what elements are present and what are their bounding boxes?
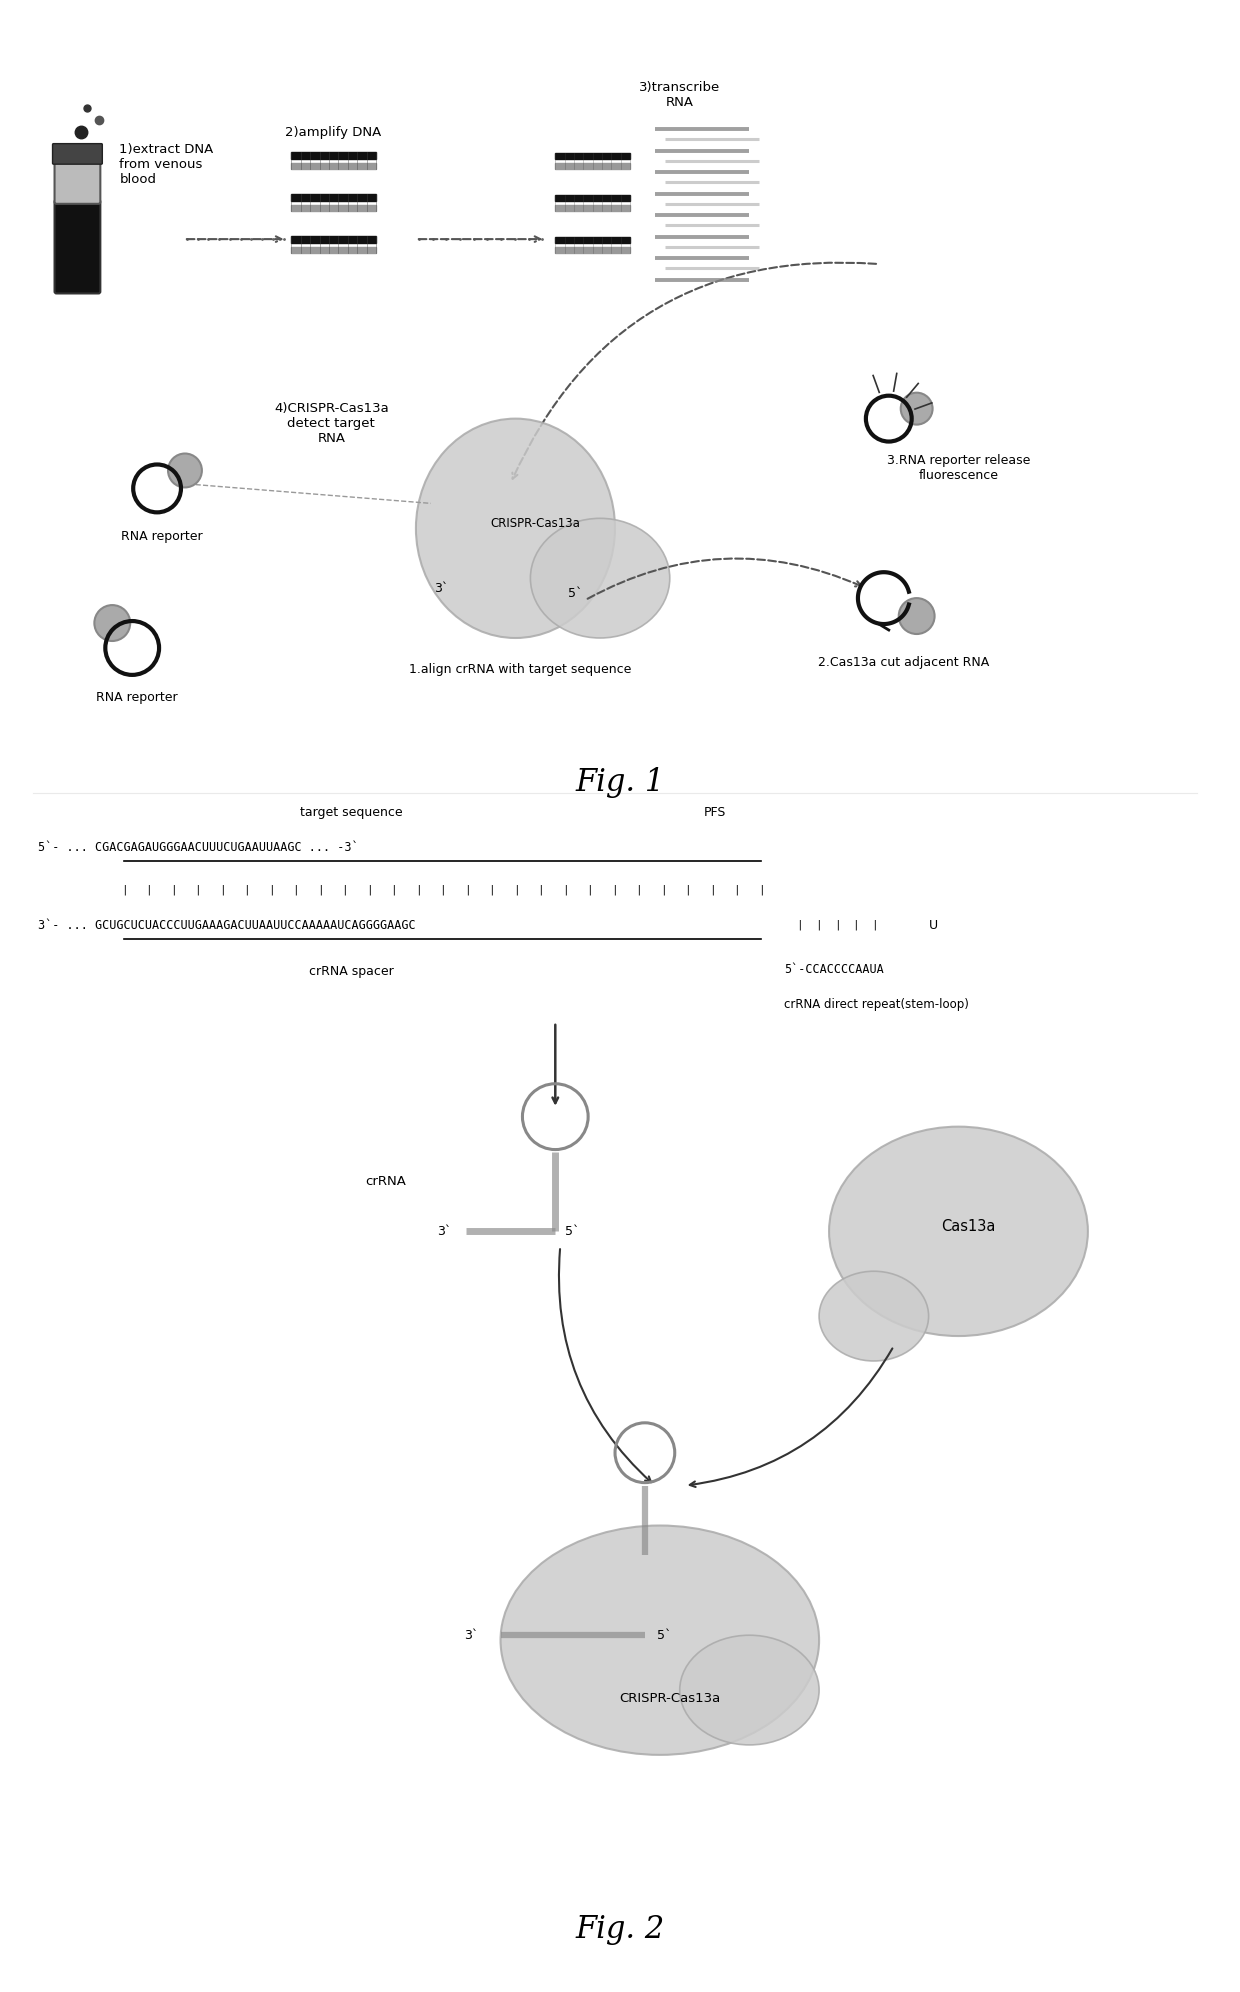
- Text: 3`- ... GCUGCUCUACCCUUGAAAGACUUAAUUCCAAAAAUCAGGGGAAGC: 3`- ... GCUGCUCUACCCUUGAAAGACUUAAUUCCAAA…: [37, 918, 415, 932]
- Text: |: |: [170, 884, 176, 894]
- Text: RNA reporter: RNA reporter: [97, 691, 179, 703]
- Text: target sequence: target sequence: [300, 807, 403, 819]
- Text: |: |: [684, 884, 691, 894]
- FancyBboxPatch shape: [556, 237, 630, 243]
- Circle shape: [94, 606, 130, 641]
- Text: 5`: 5`: [657, 1629, 671, 1641]
- Text: |: |: [660, 884, 667, 894]
- Text: |: |: [872, 920, 878, 930]
- FancyBboxPatch shape: [291, 205, 376, 211]
- Text: |: |: [513, 884, 520, 894]
- Ellipse shape: [501, 1526, 820, 1755]
- Text: |: |: [815, 920, 821, 930]
- FancyBboxPatch shape: [291, 163, 376, 169]
- Text: |: |: [145, 884, 153, 894]
- FancyBboxPatch shape: [556, 153, 630, 159]
- Text: |: |: [796, 920, 802, 930]
- Text: 3`: 3`: [465, 1629, 479, 1641]
- Text: RNA reporter: RNA reporter: [122, 530, 203, 544]
- Text: 3)transcribe
RNA: 3)transcribe RNA: [639, 82, 720, 110]
- FancyBboxPatch shape: [291, 151, 376, 159]
- Ellipse shape: [680, 1635, 820, 1745]
- Text: |: |: [464, 884, 471, 894]
- Text: 5`- ... CGACGAGAUGGGAACUUUCUGAAUUAAGC ... -3`: 5`- ... CGACGAGAUGGGAACUUUCUGAAUUAAGC ..…: [37, 841, 358, 855]
- Text: |: |: [758, 884, 765, 894]
- Text: 1.align crRNA with target sequence: 1.align crRNA with target sequence: [409, 663, 631, 675]
- Text: 2.Cas13a cut adjacent RNA: 2.Cas13a cut adjacent RNA: [818, 655, 990, 669]
- Text: |: |: [243, 884, 250, 894]
- Text: Fig. 1: Fig. 1: [575, 767, 665, 799]
- Text: |: |: [537, 884, 544, 894]
- Text: |: |: [734, 884, 740, 894]
- Text: |: |: [317, 884, 324, 894]
- Text: 4)CRISPR-Cas13a
detect target
RNA: 4)CRISPR-Cas13a detect target RNA: [274, 402, 388, 444]
- Text: CRISPR-Cas13a: CRISPR-Cas13a: [491, 516, 580, 530]
- Text: U: U: [929, 918, 939, 932]
- FancyBboxPatch shape: [52, 143, 103, 163]
- Ellipse shape: [820, 1271, 929, 1361]
- Text: |: |: [587, 884, 593, 894]
- Text: 5`-CCACCCCAAUA: 5`-CCACCCCAAUA: [784, 962, 884, 976]
- Circle shape: [899, 598, 935, 633]
- Text: PFS: PFS: [703, 807, 725, 819]
- Text: |: |: [293, 884, 299, 894]
- Text: 3.RNA reporter release
fluorescence: 3.RNA reporter release fluorescence: [887, 454, 1030, 482]
- Text: |: |: [489, 884, 495, 894]
- Text: |: |: [635, 884, 642, 894]
- FancyBboxPatch shape: [291, 195, 376, 201]
- Text: |: |: [439, 884, 446, 894]
- Text: |: |: [709, 884, 715, 894]
- Text: |: |: [219, 884, 226, 894]
- Text: crRNA: crRNA: [365, 1175, 405, 1187]
- Text: |: |: [391, 884, 397, 894]
- FancyBboxPatch shape: [556, 163, 630, 169]
- Text: |: |: [366, 884, 373, 894]
- Text: |: |: [611, 884, 618, 894]
- Text: 5`: 5`: [565, 1225, 579, 1237]
- Text: 3`: 3`: [436, 1225, 451, 1237]
- Ellipse shape: [415, 418, 615, 637]
- Text: |: |: [195, 884, 201, 894]
- FancyBboxPatch shape: [291, 237, 376, 243]
- FancyBboxPatch shape: [55, 199, 100, 293]
- Ellipse shape: [531, 518, 670, 637]
- FancyBboxPatch shape: [556, 205, 630, 211]
- Text: CRISPR-Cas13a: CRISPR-Cas13a: [619, 1691, 720, 1705]
- Text: |: |: [120, 884, 128, 894]
- Text: crRNA spacer: crRNA spacer: [309, 964, 393, 978]
- Text: |: |: [415, 884, 422, 894]
- Text: |: |: [268, 884, 274, 894]
- FancyBboxPatch shape: [556, 195, 630, 201]
- FancyBboxPatch shape: [291, 247, 376, 253]
- Circle shape: [169, 454, 202, 488]
- Text: |: |: [853, 920, 859, 930]
- Circle shape: [900, 392, 932, 424]
- Text: |: |: [562, 884, 569, 894]
- Text: 5`: 5`: [568, 586, 583, 600]
- Text: Cas13a: Cas13a: [941, 1219, 996, 1233]
- Text: 1)extract DNA
from venous
blood: 1)extract DNA from venous blood: [119, 143, 213, 185]
- FancyBboxPatch shape: [556, 247, 630, 253]
- Text: |: |: [833, 920, 841, 930]
- FancyBboxPatch shape: [55, 161, 100, 203]
- Text: Fig. 2: Fig. 2: [575, 1914, 665, 1944]
- Ellipse shape: [830, 1127, 1087, 1337]
- Text: 3`: 3`: [434, 582, 448, 596]
- Text: 2)amplify DNA: 2)amplify DNA: [285, 125, 382, 139]
- Text: |: |: [341, 884, 348, 894]
- Text: crRNA direct repeat(stem-loop): crRNA direct repeat(stem-loop): [784, 998, 970, 1012]
